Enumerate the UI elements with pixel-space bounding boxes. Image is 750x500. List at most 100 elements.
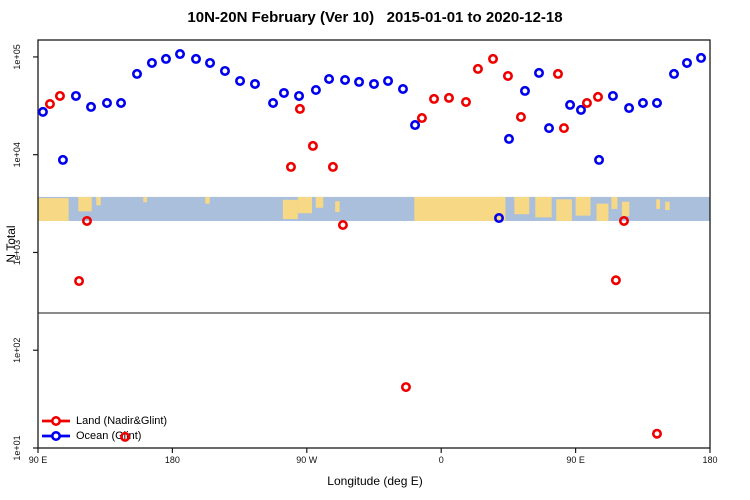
data-point-ocean [410, 120, 421, 131]
map-band-land-patch [143, 196, 148, 203]
data-point-ocean [565, 99, 576, 110]
data-point-land [81, 215, 92, 226]
data-point-land [515, 111, 526, 122]
map-band-land-patch [535, 196, 552, 218]
data-point-land [460, 96, 471, 107]
data-point-ocean [493, 213, 504, 224]
data-point-ocean [235, 75, 246, 86]
data-point-ocean [383, 75, 394, 86]
data-point-land [54, 90, 65, 101]
data-point-ocean [651, 97, 662, 108]
data-point-land [581, 97, 592, 108]
data-point-ocean [682, 57, 693, 68]
data-point-ocean [397, 83, 408, 94]
legend-marker-ocean-icon [50, 430, 61, 441]
map-band-land-patch [621, 201, 630, 217]
data-point-ocean [249, 78, 260, 89]
plot-border [37, 39, 711, 449]
data-point-land [285, 161, 296, 172]
data-point-land [610, 275, 621, 286]
map-band-land-patch [514, 196, 530, 215]
data-point-land [552, 68, 563, 79]
data-point-land [488, 53, 499, 64]
map-band-land-patch [575, 196, 591, 216]
data-point-ocean [669, 68, 680, 79]
data-point-ocean [278, 87, 289, 98]
data-point-ocean [268, 97, 279, 108]
x-axis-tick-label: 180 [165, 455, 180, 465]
data-point-land [327, 161, 338, 172]
data-point-ocean [70, 90, 81, 101]
data-point-land [502, 70, 513, 81]
data-point-ocean [503, 133, 514, 144]
data-point-land [472, 63, 483, 74]
data-point-ocean [594, 154, 605, 165]
map-band-ocean [38, 196, 710, 221]
data-point-ocean [534, 67, 545, 78]
data-point-land [558, 123, 569, 134]
data-point-land [44, 99, 55, 110]
data-point-land [337, 219, 348, 230]
legend-label-ocean: Ocean (Glint) [76, 430, 142, 442]
map-band-land-patch [556, 199, 572, 221]
map-band-land-patch [335, 201, 340, 213]
data-point-ocean [205, 57, 216, 68]
data-point-ocean [368, 78, 379, 89]
map-band-land-patch [297, 196, 313, 214]
data-point-ocean [624, 103, 635, 114]
data-point-ocean [132, 68, 143, 79]
data-point-ocean [354, 76, 365, 87]
data-point-ocean [175, 49, 186, 60]
data-point-ocean [607, 90, 618, 101]
map-band-land-patch [611, 196, 618, 209]
data-point-ocean [294, 90, 305, 101]
legend-label-land: Land (Nadir&Glint) [76, 415, 168, 427]
data-point-ocean [37, 106, 48, 117]
data-point-land [74, 276, 85, 287]
data-point-ocean [190, 53, 201, 64]
data-point-ocean [637, 97, 648, 108]
data-point-ocean [116, 97, 127, 108]
map-band-land-patch [315, 196, 324, 208]
data-point-ocean [310, 84, 321, 95]
y-axis-tick-label: 1e+05 [12, 44, 22, 69]
chart-title: 10N-20N February (Ver 10) 2015-01-01 to … [187, 9, 563, 26]
data-point-ocean [146, 57, 157, 68]
x-axis-title: Longitude (deg E) [327, 474, 423, 488]
x-axis-tick-label: 180 [702, 455, 717, 465]
data-point-land [294, 103, 305, 114]
data-point-land [416, 113, 427, 124]
data-point-ocean [160, 53, 171, 64]
data-point-land [592, 91, 603, 102]
x-axis-tick-label: 90 E [566, 455, 585, 465]
legend-marker-land-icon [50, 415, 61, 426]
data-point-ocean [519, 85, 530, 96]
data-point-ocean [219, 65, 230, 76]
data-point-land [429, 93, 440, 104]
data-point-land [307, 140, 318, 151]
y-axis-title: N Total [4, 225, 18, 263]
y-axis-tick-label: 1e+01 [12, 435, 22, 460]
data-point-land [400, 382, 411, 393]
data-point-ocean [57, 154, 68, 165]
x-axis-tick-label: 0 [439, 455, 444, 465]
data-point-ocean [324, 73, 335, 84]
data-point-ocean [575, 104, 586, 115]
map-band-land-patch [414, 196, 506, 221]
x-axis-tick-label: 90 E [29, 455, 48, 465]
map-band-land-patch [205, 196, 210, 204]
data-point-land [618, 215, 629, 226]
data-point-ocean [340, 74, 351, 85]
data-point-ocean [86, 101, 97, 112]
map-band-land-patch [656, 199, 660, 209]
map-band-land-patch [282, 199, 298, 220]
data-point-ocean [696, 52, 707, 63]
data-point-ocean [101, 97, 112, 108]
y-axis-tick-label: 1e+04 [12, 142, 22, 167]
data-point-ocean [544, 123, 555, 134]
data-point-land [443, 92, 454, 103]
map-band-land-patch [78, 196, 92, 212]
map-band-land-patch [665, 201, 670, 211]
map-band-land-patch [96, 196, 101, 206]
